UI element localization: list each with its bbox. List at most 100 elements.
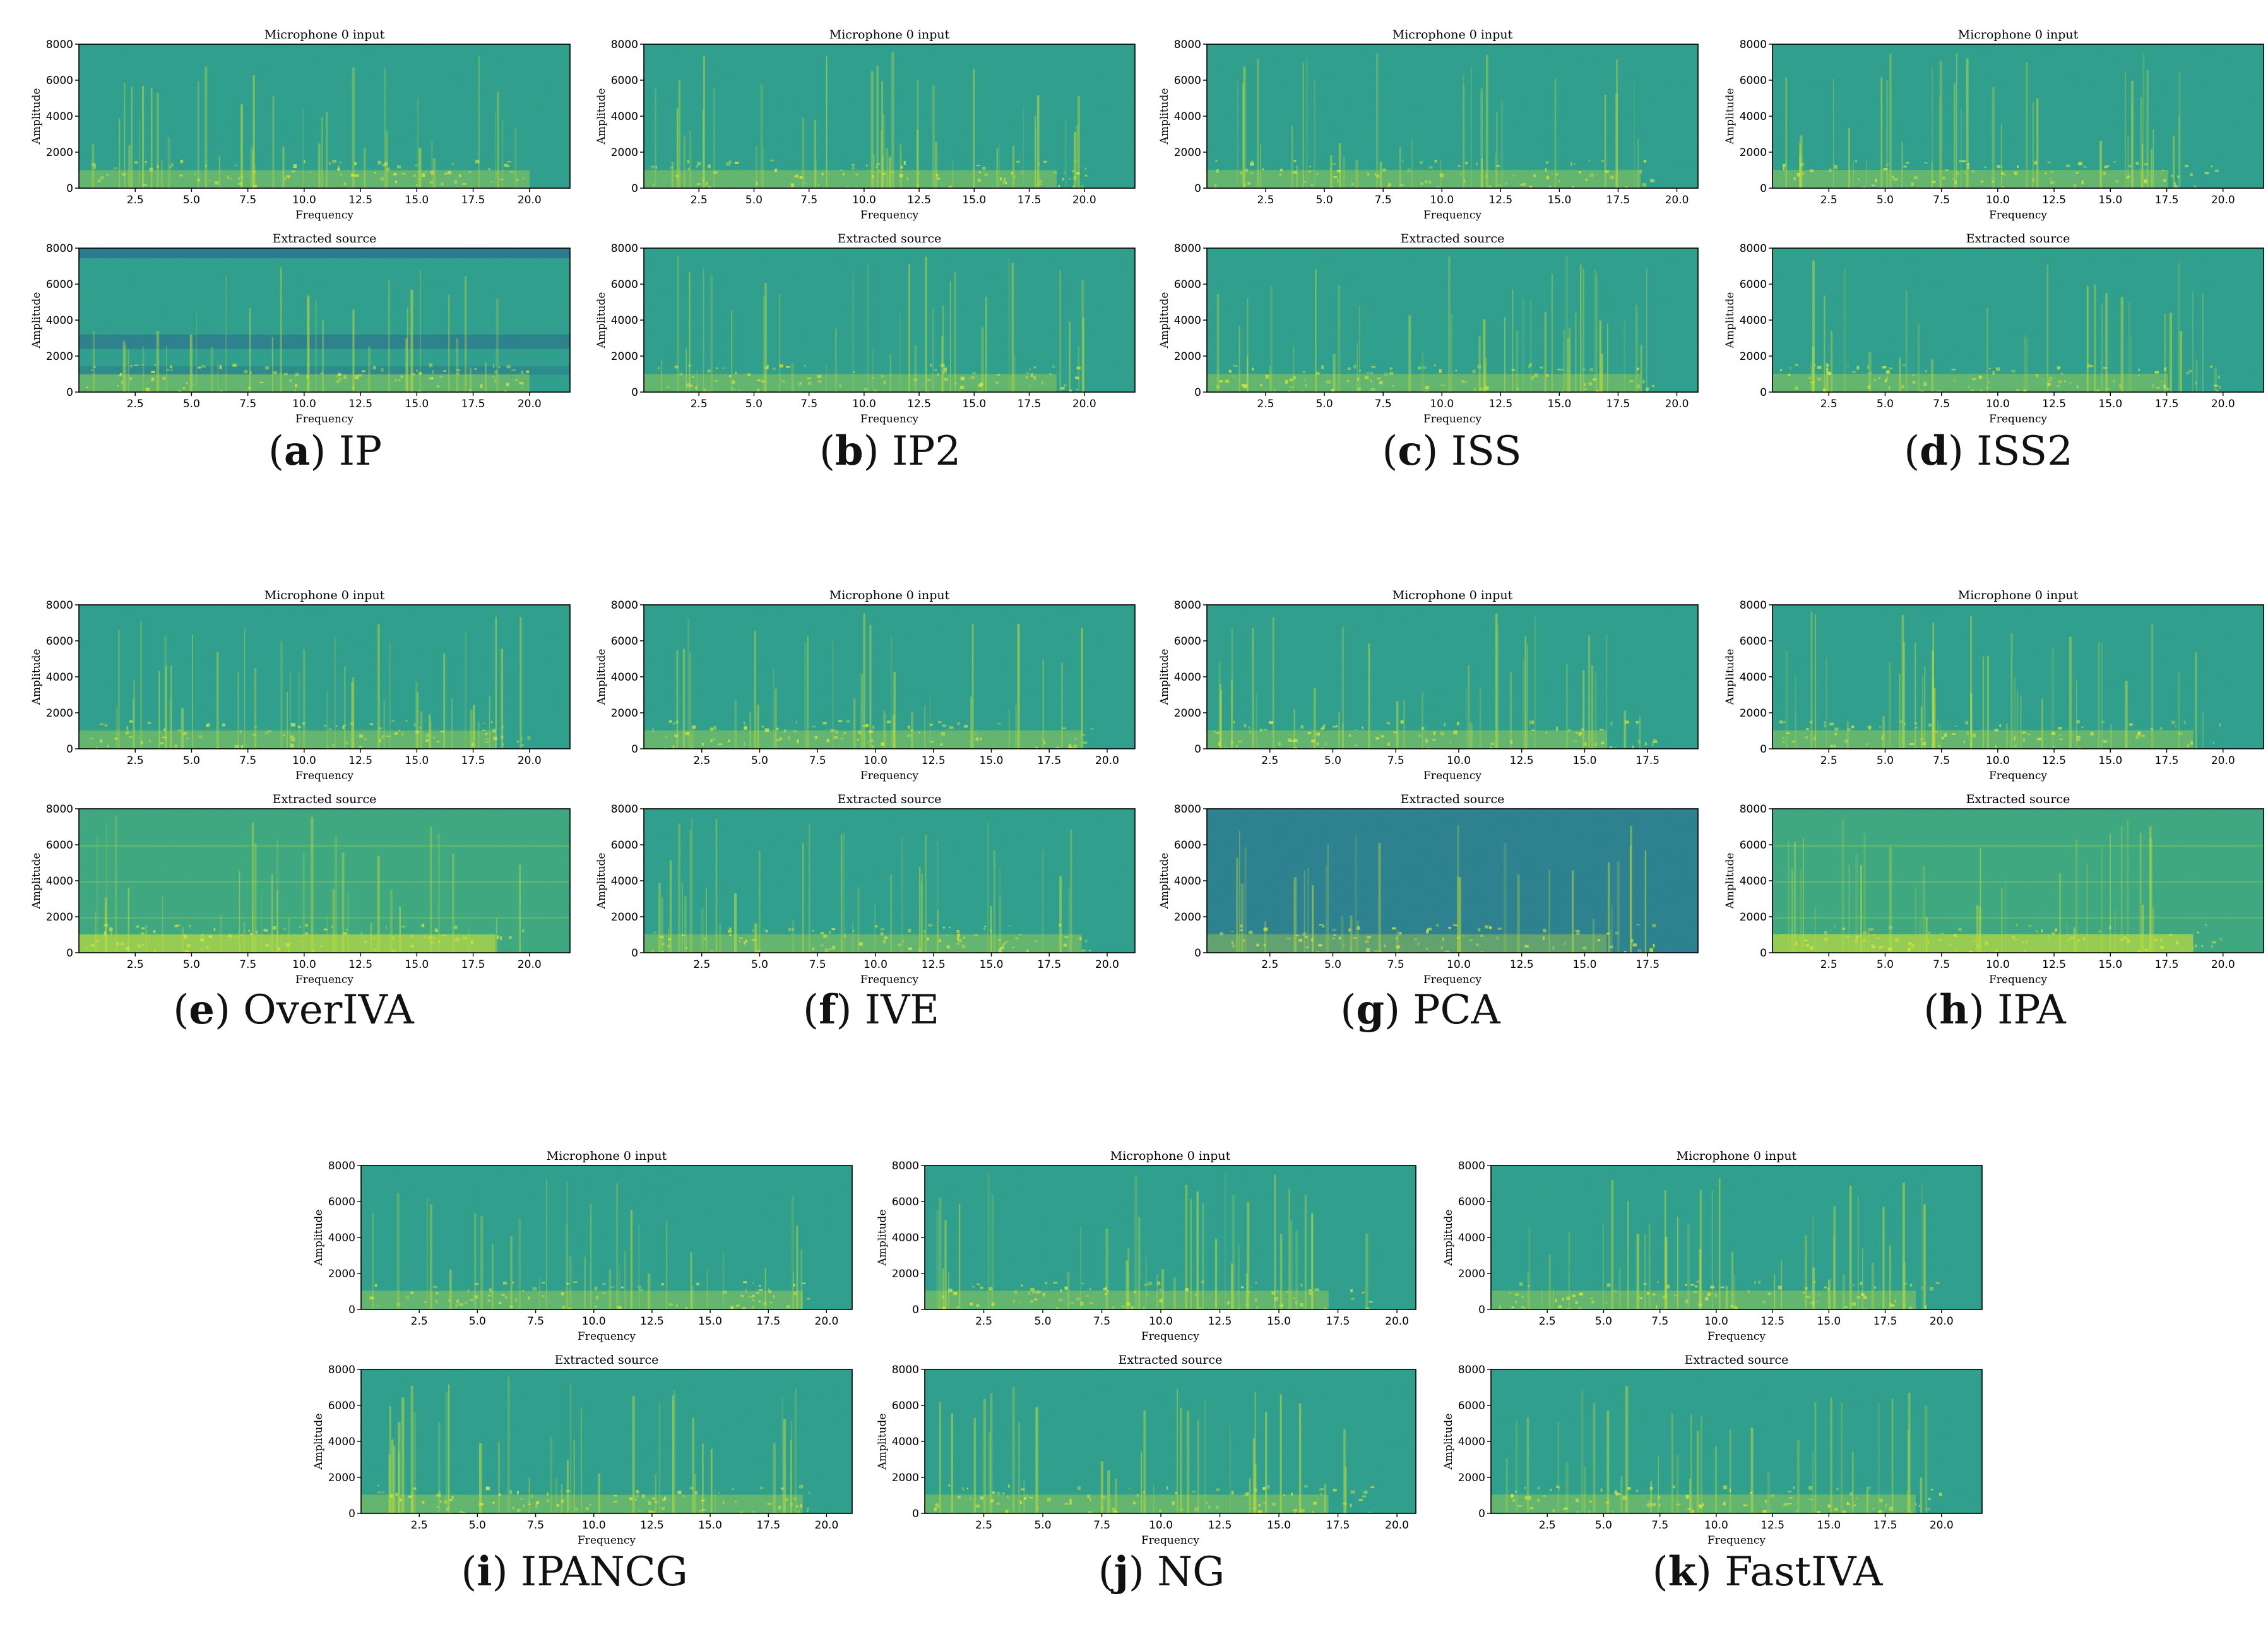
x-tick-label: 12.5 bbox=[1488, 194, 1512, 206]
x-tick-label: 15.0 bbox=[405, 194, 429, 206]
subplot-1-1: Extracted source 0 2000 4000 6000 8000 2.5 5.0 7… bbox=[595, 232, 1136, 426]
y-tick-label: 0 bbox=[1760, 386, 1767, 399]
y-tick-label: 2000 bbox=[1174, 911, 1201, 924]
y-tick-label: 8000 bbox=[1174, 39, 1201, 51]
x-axis-label: Frequency bbox=[1423, 974, 1481, 986]
y-tick-label: 2000 bbox=[611, 911, 638, 924]
subplot-title: Extracted source bbox=[1401, 792, 1505, 806]
panel-caption-e: (e) OverIVA bbox=[173, 986, 414, 1034]
y-tick-label: 8000 bbox=[611, 39, 638, 51]
y-tick-label: 6000 bbox=[46, 278, 73, 291]
y-tick-label: 6000 bbox=[1740, 278, 1767, 291]
y-tick-label: 6000 bbox=[328, 1400, 355, 1412]
x-tick-label: 20.0 bbox=[1665, 398, 1689, 410]
subplot-title: Microphone 0 input bbox=[1392, 28, 1513, 42]
subplot-10-1: Extracted source 0 2000 4000 6000 8000 2.5 5.0 7… bbox=[1442, 1353, 1983, 1547]
y-axis-label: Amplitude bbox=[595, 649, 608, 706]
x-tick-label: 17.5 bbox=[461, 958, 485, 971]
x-tick-label: 12.5 bbox=[1760, 1519, 1784, 1532]
panel-method: ISS2 bbox=[1976, 428, 2073, 475]
x-axis-label: Frequency bbox=[1141, 1534, 1199, 1547]
x-tick-label: 2.5 bbox=[127, 754, 144, 767]
x-tick-label: 12.5 bbox=[1488, 398, 1512, 410]
x-axis-label: Frequency bbox=[1989, 770, 2047, 782]
x-tick-label: 12.5 bbox=[1208, 1519, 1232, 1532]
x-axis-label: Frequency bbox=[578, 1534, 636, 1547]
x-tick-label: 20.0 bbox=[2211, 194, 2235, 206]
spectrogram-image bbox=[1207, 248, 1698, 392]
x-tick-label: 7.5 bbox=[1933, 398, 1950, 410]
y-tick-label: 6000 bbox=[328, 1196, 355, 1208]
spectrogram-image bbox=[1491, 1165, 1982, 1309]
x-tick-label: 15.0 bbox=[405, 398, 429, 410]
x-tick-label: 7.5 bbox=[1933, 754, 1950, 767]
y-tick-label: 8000 bbox=[1174, 803, 1201, 816]
x-tick-label: 7.5 bbox=[1933, 958, 1950, 971]
y-tick-label: 2000 bbox=[892, 1268, 919, 1280]
x-tick-label: 2.5 bbox=[691, 398, 708, 410]
x-tick-label: 17.5 bbox=[1873, 1519, 1897, 1532]
y-tick-label: 8000 bbox=[1458, 1160, 1485, 1172]
subplot-4-0: Microphone 0 input 0 2000 4000 6000 8000 2.5 5.… bbox=[30, 588, 571, 782]
spectrogram-image bbox=[1772, 605, 2264, 749]
x-tick-label: 12.5 bbox=[1760, 1315, 1784, 1328]
y-tick-label: 6000 bbox=[611, 278, 638, 291]
x-tick-label: 5.0 bbox=[1316, 398, 1333, 410]
panel-caption-f: (f) IVE bbox=[802, 986, 940, 1034]
x-tick-label: 2.5 bbox=[127, 398, 144, 410]
x-tick-label: 5.0 bbox=[1324, 754, 1341, 767]
x-tick-label: 5.0 bbox=[469, 1315, 486, 1328]
x-tick-label: 10.0 bbox=[1986, 754, 2010, 767]
x-tick-label: 5.0 bbox=[1877, 194, 1894, 206]
x-tick-label: 20.0 bbox=[1930, 1315, 1954, 1328]
subplot-title: Extracted source bbox=[838, 792, 942, 806]
x-tick-label: 7.5 bbox=[239, 958, 256, 971]
panel-method: IVE bbox=[864, 987, 940, 1034]
y-tick-label: 4000 bbox=[1174, 671, 1201, 684]
subplot-title: Extracted source bbox=[555, 1353, 659, 1367]
x-tick-label: 12.5 bbox=[1208, 1315, 1232, 1328]
x-tick-label: 10.0 bbox=[1986, 398, 2010, 410]
x-tick-label: 17.5 bbox=[1326, 1519, 1350, 1532]
y-tick-label: 6000 bbox=[1740, 635, 1767, 648]
x-tick-label: 17.5 bbox=[1037, 754, 1061, 767]
y-tick-label: 6000 bbox=[46, 839, 73, 852]
x-tick-label: 15.0 bbox=[1817, 1315, 1841, 1328]
x-tick-label: 7.5 bbox=[1651, 1519, 1668, 1532]
x-tick-label: 17.5 bbox=[2155, 754, 2179, 767]
x-tick-label: 7.5 bbox=[800, 398, 817, 410]
x-tick-label: 7.5 bbox=[1387, 958, 1404, 971]
y-tick-label: 2000 bbox=[1740, 146, 1767, 159]
x-axis-label: Frequency bbox=[1707, 1330, 1766, 1343]
y-tick-label: 2000 bbox=[328, 1472, 355, 1484]
x-tick-label: 2.5 bbox=[411, 1519, 428, 1532]
x-tick-label: 15.0 bbox=[1573, 754, 1597, 767]
y-tick-label: 6000 bbox=[892, 1196, 919, 1208]
y-tick-label: 6000 bbox=[1174, 635, 1201, 648]
panel-method: ISS bbox=[1451, 428, 1522, 475]
y-axis-label: Amplitude bbox=[312, 1210, 325, 1267]
y-tick-label: 6000 bbox=[611, 75, 638, 87]
subplot-9-0: Microphone 0 input 0 2000 4000 6000 8000 2.5 5.… bbox=[876, 1149, 1416, 1343]
y-axis-label: Amplitude bbox=[1158, 649, 1171, 706]
x-tick-label: 17.5 bbox=[2155, 194, 2179, 206]
x-tick-label: 20.0 bbox=[1095, 754, 1119, 767]
x-tick-label: 12.5 bbox=[348, 958, 372, 971]
x-tick-label: 10.0 bbox=[864, 754, 888, 767]
y-axis-label: Amplitude bbox=[30, 88, 43, 145]
y-tick-label: 0 bbox=[912, 1304, 919, 1316]
y-tick-label: 0 bbox=[1194, 386, 1201, 399]
subplot-0-1: Extracted source 0 2000 4000 6000 8000 2.5 5.0 7… bbox=[30, 232, 571, 426]
y-tick-label: 0 bbox=[1478, 1508, 1485, 1520]
x-tick-label: 7.5 bbox=[239, 398, 256, 410]
x-axis-label: Frequency bbox=[295, 974, 353, 986]
x-tick-label: 10.0 bbox=[292, 754, 316, 767]
y-tick-label: 4000 bbox=[611, 110, 638, 123]
y-tick-label: 4000 bbox=[1458, 1436, 1485, 1448]
panel-caption-j: (j) NG bbox=[1098, 1548, 1225, 1595]
y-axis-label: Amplitude bbox=[1724, 649, 1737, 706]
subplot-title: Microphone 0 input bbox=[829, 588, 950, 602]
y-tick-label: 0 bbox=[1760, 947, 1767, 960]
spectrogram-image bbox=[79, 44, 570, 188]
x-tick-label: 5.0 bbox=[1877, 958, 1894, 971]
